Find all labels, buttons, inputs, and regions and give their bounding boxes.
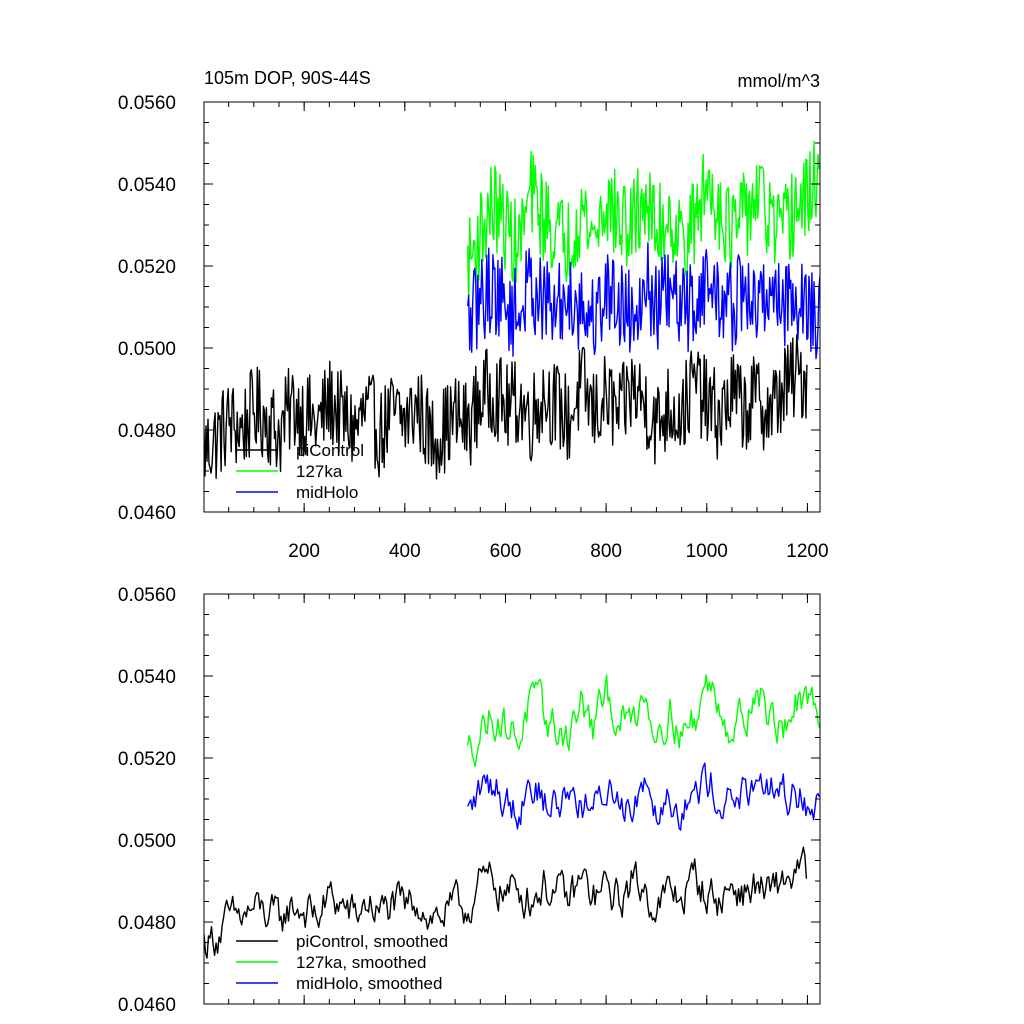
y-tick-label: 0.0500: [118, 831, 176, 852]
top-axes: 0.0460 0.0480 0.0500 0.0520 0.0540 0.0560 200 4…: [118, 93, 829, 562]
y-tick-label: 0.0500: [118, 339, 176, 360]
x-tick-label: 1200: [786, 541, 828, 562]
legend-label: 127ka: [296, 462, 343, 481]
units-label: mmol/m^3: [738, 71, 820, 91]
bottom-legend: piControl, smoothed 127ka, smoothed midHol…: [236, 932, 448, 993]
bottom-panel: 0.0460 0.0480 0.0500 0.0520 0.0540 0.0560 piC…: [118, 585, 821, 1016]
series-line: [204, 334, 808, 480]
legend-label: piControl, smoothed: [296, 932, 448, 951]
bottom-axes: 0.0460 0.0480 0.0500 0.0520 0.0540 0.0560: [118, 585, 820, 1016]
y-tick-label: 0.0540: [118, 175, 176, 196]
top-panel: 0.0460 0.0480 0.0500 0.0520 0.0540 0.0560 200 4…: [118, 93, 829, 562]
series-line: [467, 242, 820, 360]
y-tick-label: 0.0480: [118, 421, 176, 442]
x-tick-label: 800: [590, 541, 622, 562]
series-line: [467, 762, 820, 831]
y-tick-label: 0.0560: [118, 585, 176, 606]
x-tick-label: 200: [288, 541, 320, 562]
legend-label: piControl: [296, 441, 364, 460]
legend-label: 127ka, smoothed: [296, 953, 426, 972]
series-line: [467, 140, 820, 308]
y-tick-label: 0.0460: [118, 995, 176, 1016]
x-tick-label: 1000: [686, 541, 728, 562]
bottom-series: [204, 674, 820, 959]
chart-title: 105m DOP, 90S-44S: [204, 68, 371, 88]
y-tick-label: 0.0560: [118, 93, 176, 114]
y-tick-label: 0.0540: [118, 667, 176, 688]
series-line: [467, 674, 820, 768]
legend-label: midHolo: [296, 483, 358, 502]
y-tick-label: 0.0520: [118, 257, 176, 278]
legend-label: midHolo, smoothed: [296, 974, 442, 993]
x-tick-label: 600: [490, 541, 522, 562]
y-tick-label: 0.0480: [118, 913, 176, 934]
x-tick-label: 400: [389, 541, 421, 562]
top-series: [204, 140, 820, 480]
top-legend: piControl 127ka midHolo: [236, 441, 364, 502]
y-tick-label: 0.0460: [118, 503, 176, 524]
series-line: [204, 846, 808, 959]
y-tick-label: 0.0520: [118, 749, 176, 770]
